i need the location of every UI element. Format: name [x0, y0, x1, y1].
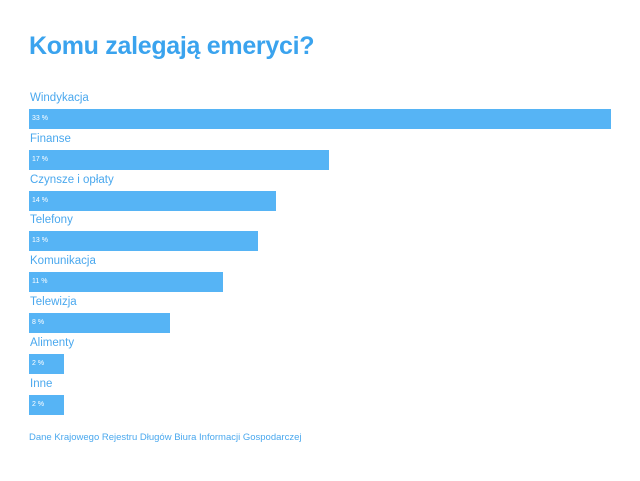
value-label: 17 %: [32, 155, 48, 163]
bar: 14 %: [29, 190, 276, 211]
category-label: Inne: [30, 377, 53, 390]
bar: 11 %: [29, 272, 223, 293]
source-note: Dane Krajowego Rejestru Długów Biura Inf…: [29, 432, 302, 443]
category-label: Alimenty: [30, 336, 75, 349]
value-label: 2 %: [32, 359, 45, 367]
bar: 2 %: [29, 353, 64, 374]
category-label: Windykacja: [30, 92, 89, 104]
bar-chart: Windykacja 33 % Finanse 17 % Czynsze i opłat…: [29, 90, 613, 416]
chart-row: Inne 2 %: [29, 376, 613, 417]
category-label: Czynsze i opłaty: [30, 173, 114, 186]
chart-row: Telewizja 8 %: [29, 294, 613, 335]
bar: 33 %: [29, 109, 611, 129]
chart-row: Finanse 17 %: [29, 131, 613, 172]
chart-row: Komunikacja 11 %: [29, 253, 613, 294]
chart-row: Windykacja 33 %: [29, 90, 613, 131]
value-label: 13 %: [32, 237, 48, 245]
category-label: Komunikacja: [30, 255, 96, 268]
bar: 8 %: [29, 312, 170, 333]
chart-title: Komu zalegają emeryci?: [29, 32, 315, 60]
value-label: 2 %: [32, 400, 45, 408]
bar: 17 %: [29, 149, 329, 170]
bar: 13 %: [29, 231, 258, 252]
bar: 2 %: [29, 394, 64, 415]
value-label: 33 %: [32, 115, 48, 122]
chart-row: Telefony 13 %: [29, 212, 613, 253]
chart-row: Alimenty 2 %: [29, 335, 613, 376]
value-label: 8 %: [32, 318, 45, 326]
category-label: Telewizja: [30, 295, 77, 308]
category-label: Finanse: [30, 132, 71, 145]
chart-row: Czynsze i opłaty 14 %: [29, 172, 613, 213]
category-label: Telefony: [30, 214, 73, 227]
value-label: 11 %: [32, 278, 48, 286]
value-label: 14 %: [32, 196, 48, 204]
